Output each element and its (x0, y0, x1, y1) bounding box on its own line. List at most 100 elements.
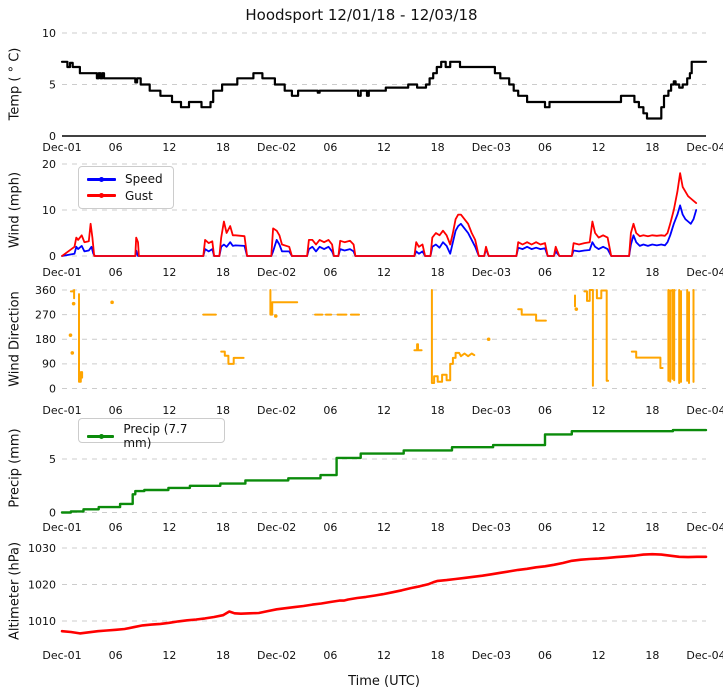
y-tick-label: 20 (42, 158, 56, 171)
x-tick-label: Dec-04 (686, 404, 723, 417)
altimeter-series-line (60, 552, 708, 635)
chart-title: Hoodsport 12/01/18 - 12/03/18 (245, 6, 478, 24)
x-tick-label: 12 (377, 266, 391, 279)
x-tick-label: 06 (538, 521, 552, 534)
y-tick-label: 360 (35, 284, 56, 297)
x-tick-label: 06 (323, 404, 337, 417)
legend-label-speed: Speed (125, 172, 163, 187)
y-tick-label: 1010 (28, 615, 56, 628)
precip-line-swatch (87, 433, 115, 439)
x-tick-label: 06 (109, 266, 123, 279)
altimeter-y-axis-label: Altimeter (hPa) (7, 541, 23, 641)
y-tick-label: 0 (49, 382, 56, 395)
y-tick-label: 90 (42, 358, 56, 371)
x-tick-label: 18 (431, 521, 445, 534)
speed-marker-dot (99, 176, 104, 182)
x-tick-label: 12 (162, 266, 176, 279)
x-tick-label: 12 (162, 521, 176, 534)
wind-direction-segment (413, 343, 423, 352)
y-tick-label: 0 (49, 250, 56, 263)
speed-line-swatch (87, 176, 116, 182)
x-tick-label: 18 (431, 266, 445, 279)
x-tick-label: Dec-02 (257, 521, 296, 534)
x-tick-label: 12 (592, 266, 606, 279)
wind-direction-dot (486, 337, 491, 342)
x-tick-label: 18 (431, 141, 445, 154)
x-tick-label: 18 (645, 649, 659, 662)
x-tick-label: 18 (645, 141, 659, 154)
y-tick-label: 10 (42, 204, 56, 217)
speed-series-line (61, 204, 698, 257)
x-tick-label: 18 (645, 404, 659, 417)
gust-line-swatch (87, 193, 116, 199)
precip-y-axis-label: Precip (mm) (7, 428, 23, 508)
wind-direction-segment (630, 350, 664, 369)
x-tick-label: Dec-02 (257, 404, 296, 417)
x-tick-label: 12 (592, 141, 606, 154)
precip-series-line (60, 428, 708, 514)
y-tick-label: 180 (35, 333, 56, 346)
x-tick-label: 12 (592, 521, 606, 534)
x-tick-label: Dec-01 (42, 521, 81, 534)
x-tick-label: 06 (323, 649, 337, 662)
precip-legend: Precip (7.7 mm) (78, 418, 225, 450)
x-tick-label: 12 (377, 649, 391, 662)
x-tick-label: 06 (538, 649, 552, 662)
x-tick-label: 18 (216, 141, 230, 154)
x-tick-label: Dec-04 (686, 141, 723, 154)
x-tick-label: Dec-03 (472, 649, 511, 662)
x-tick-label: 06 (109, 404, 123, 417)
x-tick-label: Dec-04 (686, 266, 723, 279)
x-tick-label: Dec-03 (472, 141, 511, 154)
x-tick-label: 06 (538, 404, 552, 417)
y-tick-label: 0 (49, 130, 56, 143)
x-tick-label: 06 (538, 266, 552, 279)
wind-direction-dot (70, 351, 75, 355)
wind-direction-segment (269, 289, 299, 316)
x-tick-label: Dec-04 (686, 649, 723, 662)
x-tick-label: 06 (109, 141, 123, 154)
y-tick-label: 0 (49, 506, 56, 519)
wind-y-axis-label: Wind (mph) (7, 171, 23, 249)
x-tick-label: 12 (377, 141, 391, 154)
precip-marker-dot (99, 433, 104, 439)
x-tick-label: 18 (216, 649, 230, 662)
temp-y-axis-label: Temp ( ° C) (7, 47, 23, 121)
y-tick-label: 5 (49, 78, 56, 91)
y-tick-label: 5 (49, 453, 56, 466)
x-tick-label: 18 (431, 404, 445, 417)
x-tick-label: 06 (323, 266, 337, 279)
x-tick-label: 06 (323, 141, 337, 154)
wind-direction-dot (574, 307, 579, 311)
wind-direction-dot (71, 301, 76, 306)
wind-direction-segment (583, 289, 594, 387)
wind-direction-dot (110, 300, 114, 305)
x-tick-label: Dec-03 (472, 266, 511, 279)
legend-entry-gust: Gust (87, 189, 163, 203)
x-tick-label: 18 (431, 649, 445, 662)
wind-direction-dot (273, 314, 278, 318)
x-tick-label: 06 (109, 649, 123, 662)
x-tick-label: 18 (216, 404, 230, 417)
gust-marker-dot (99, 193, 104, 199)
x-tick-label: 12 (162, 649, 176, 662)
x-tick-label: Dec-03 (472, 521, 511, 534)
x-tick-label: Dec-02 (257, 266, 296, 279)
x-axis-label: Time (UTC) (348, 674, 420, 689)
x-tick-label: Dec-01 (42, 266, 81, 279)
x-tick-label: Dec-01 (42, 141, 81, 154)
wind-direction-segment (78, 371, 84, 383)
x-tick-label: 12 (377, 404, 391, 417)
y-tick-label: 1030 (28, 542, 56, 555)
legend-entry-precip: Precip (7.7 mm) (87, 422, 214, 450)
x-tick-label: 12 (162, 141, 176, 154)
x-tick-label: 18 (216, 521, 230, 534)
x-tick-label: 18 (645, 521, 659, 534)
x-tick-label: 06 (109, 521, 123, 534)
x-tick-label: 06 (538, 141, 552, 154)
legend-label-gust: Gust (125, 188, 153, 203)
x-tick-label: Dec-02 (257, 141, 296, 154)
wind-direction-segment (220, 350, 245, 365)
x-tick-label: 12 (592, 649, 606, 662)
